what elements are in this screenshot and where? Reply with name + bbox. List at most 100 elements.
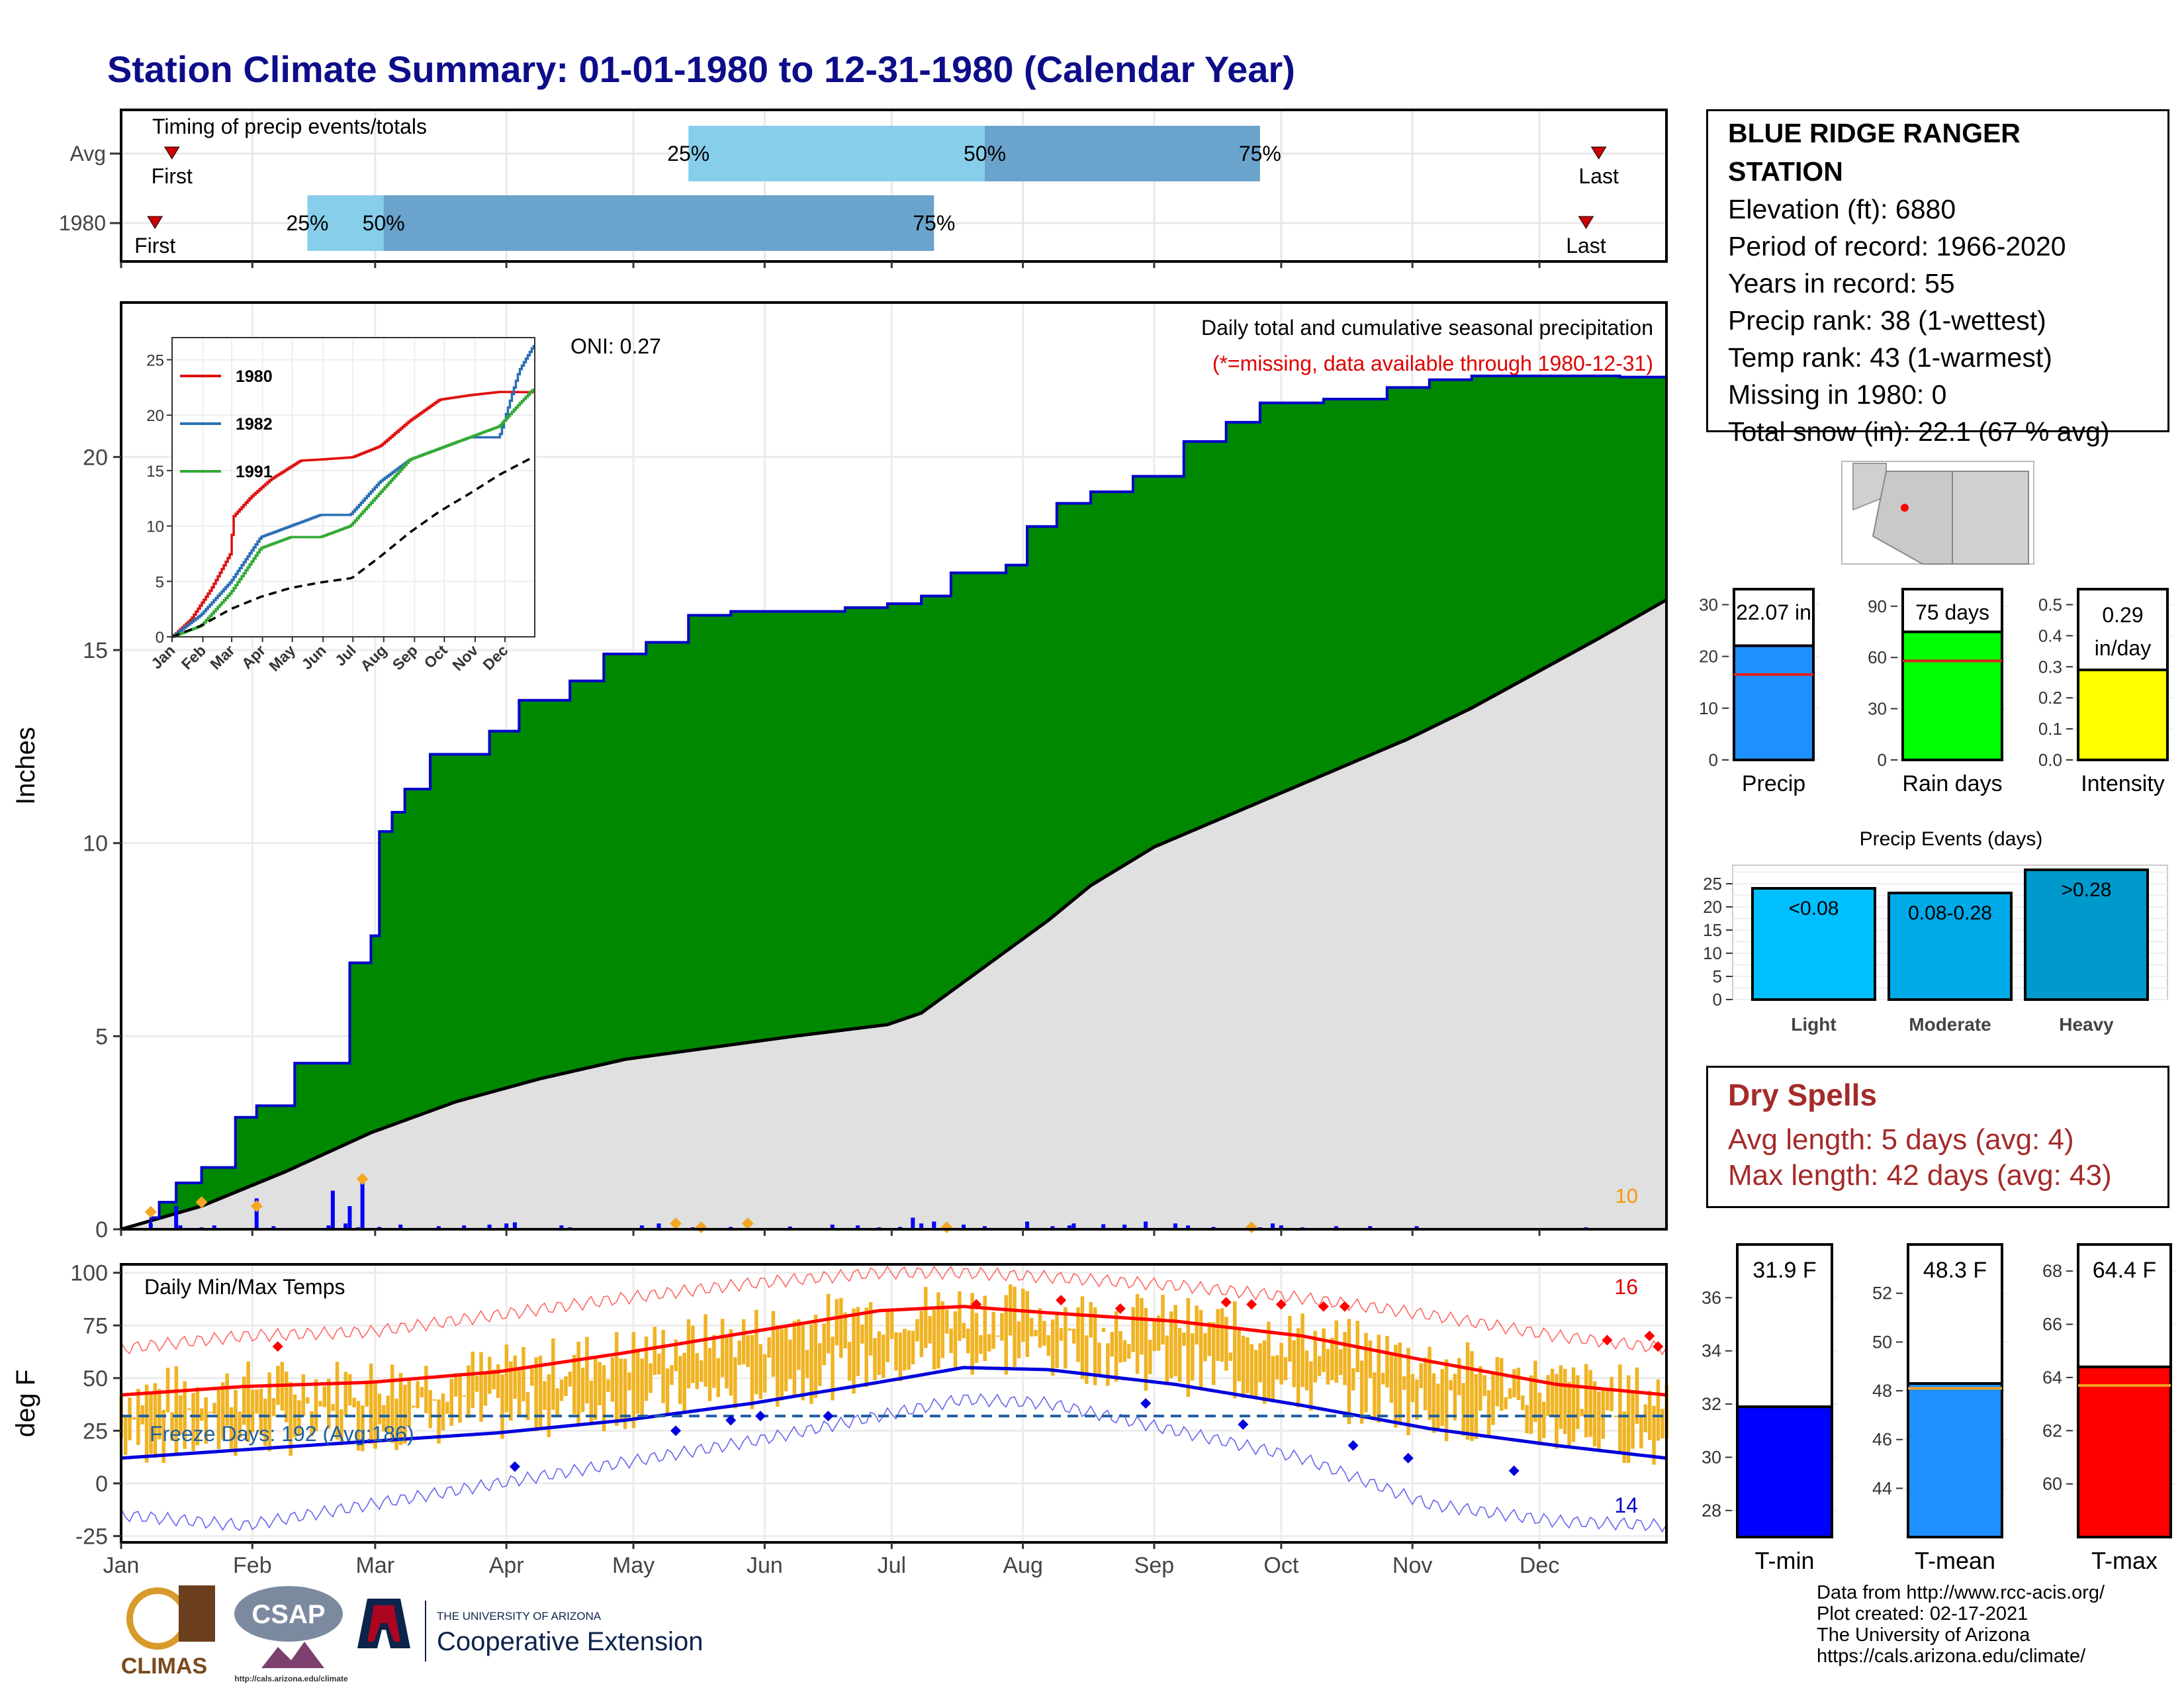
snow-day-count: 10 [1615, 1184, 1638, 1207]
daily-temp-range-bar [132, 1417, 136, 1420]
daily-temp-range-bar [453, 1373, 458, 1397]
daily-temp-range-bar [614, 1332, 619, 1426]
daily-temp-range-bar [559, 1380, 564, 1401]
daily-temp-range-bar [923, 1287, 928, 1348]
timing-row-label: Avg [69, 142, 106, 165]
daily-temp-range-bar [1182, 1332, 1186, 1346]
record-high-marker [1246, 1299, 1257, 1310]
month-tick-label: Aug [1003, 1553, 1043, 1578]
daily-temp-range-bar [1050, 1319, 1055, 1376]
daily-temp-range-bar [174, 1366, 179, 1455]
daily-temp-range-bar [1131, 1307, 1135, 1352]
daily-temp-range-bar [580, 1368, 585, 1413]
daily-temp-range-bar [864, 1307, 868, 1387]
daily-temp-range-bar [555, 1388, 559, 1417]
daily-temp-range-bar [602, 1365, 606, 1432]
daily-temp-range-bar [699, 1360, 704, 1382]
daily-temp-range-bar [1415, 1379, 1419, 1420]
daily-temp-range-bar [585, 1336, 589, 1404]
daily-temp-range-bar [462, 1395, 467, 1397]
daily-temp-range-bar [467, 1365, 471, 1419]
inset-y-tick-label: 15 [146, 463, 164, 481]
dry-spells-max: Max length: 42 days (avg: 43) [1728, 1159, 2112, 1192]
daily-temp-range-bar [780, 1329, 784, 1401]
daily-temp-range-bar [1038, 1308, 1042, 1348]
month-tick-label: Nov [1392, 1553, 1432, 1578]
daily-temp-range-bar [284, 1371, 289, 1423]
events-tick-label: 10 [1703, 943, 1722, 963]
daily-temp-range-bar [1457, 1358, 1461, 1395]
daily-temp-range-bar [538, 1356, 543, 1430]
daily-temp-range-bar [1351, 1368, 1355, 1391]
daily-precip-bar [1173, 1223, 1177, 1229]
temp-bar-tick-label: 62 [2042, 1421, 2062, 1440]
daily-temp-range-bar [1071, 1329, 1076, 1344]
temp-bar-tick-label: 64 [2042, 1368, 2062, 1387]
daily-precip-bar [512, 1222, 517, 1229]
daily-precip-bar [962, 1225, 966, 1229]
daily-temp-range-bar [1368, 1340, 1373, 1378]
daily-temp-range-bar [1232, 1301, 1237, 1399]
precip-frame [120, 301, 1668, 1231]
mini-bar-label: Rain days [1902, 771, 2002, 796]
events-bar-range: 0.08-0.28 [1908, 902, 1992, 924]
daily-precip-bar [1144, 1221, 1148, 1229]
daily-precip-bar [254, 1198, 259, 1229]
daily-temp-range-bar [1656, 1379, 1661, 1441]
daily-temp-range-bar [1555, 1374, 1559, 1449]
temp-bar-fill [1907, 1382, 2003, 1538]
record-min-line [120, 1393, 1667, 1533]
mini-bar-value-box [1733, 588, 1815, 647]
timing-band-q3 [985, 126, 1260, 181]
daily-temp-range-bar [204, 1397, 208, 1444]
daily-temp-range-bar [488, 1356, 492, 1394]
daily-temp-range-bar [1262, 1340, 1267, 1404]
daily-temp-range-bar [987, 1334, 991, 1352]
daily-temp-range-bar [1250, 1344, 1254, 1399]
daily-temp-range-bar [522, 1346, 525, 1401]
daily-temp-range-bar [725, 1334, 729, 1389]
daily-temp-range-bar [1605, 1391, 1610, 1411]
daily-temp-range-bar [1313, 1331, 1318, 1383]
daily-temp-range-bar [678, 1356, 682, 1405]
daily-precip-bar [1050, 1226, 1055, 1229]
daily-temp-range-bar [919, 1311, 924, 1358]
daily-temp-range-bar [1093, 1307, 1097, 1385]
daily-temp-range-bar [1253, 1350, 1258, 1399]
daily-temp-range-bar [1135, 1293, 1140, 1374]
daily-temp-range-bar [1156, 1315, 1161, 1351]
daily-temp-range-bar [983, 1295, 987, 1362]
map-state-new-mexico [1952, 471, 2029, 565]
daily-temp-range-bar [877, 1331, 882, 1376]
daily-temp-range-bar [471, 1351, 475, 1408]
daily-temp-range-bar [868, 1302, 873, 1356]
timing-marker [163, 146, 180, 160]
daily-temp-range-bar [416, 1381, 420, 1409]
timing-marker-label: Last [1578, 164, 1619, 188]
events-bar [1888, 892, 2013, 1001]
record-high-marker [1318, 1301, 1329, 1312]
daily-temp-range-bar [1279, 1342, 1283, 1385]
month-tick-label: Mar [356, 1553, 395, 1578]
daily-temp-range-bar [1563, 1368, 1567, 1434]
daily-precip-bar [148, 1223, 153, 1229]
daily-temp-range-bar [158, 1389, 161, 1440]
daily-temp-range-bar [801, 1323, 805, 1401]
daily-temp-range-bar [229, 1407, 234, 1449]
daily-temp-range-bar [843, 1312, 847, 1348]
mini-bar-tick-label: 0 [1709, 750, 1718, 770]
daily-temp-range-bar [665, 1368, 670, 1414]
temp-bar-tick-label: 52 [1872, 1284, 1892, 1303]
daily-temp-range-bar [343, 1372, 348, 1416]
timing-label: Timing of precip events/totals [152, 115, 427, 138]
daily-precip-bar [830, 1225, 835, 1229]
dry-spells-avg: Avg length: 5 days (avg: 4) [1728, 1123, 2074, 1156]
daily-temp-range-bar [915, 1319, 919, 1342]
record-low-marker [725, 1415, 737, 1426]
daily-temp-range-bar [445, 1401, 449, 1414]
timing-percent-label: 50% [964, 142, 1006, 165]
daily-temp-range-bar [1085, 1335, 1089, 1384]
temp-frame [120, 1263, 1668, 1544]
logos: CLIMAS CSAP http://cals.arizona.edu/climat… [121, 1585, 703, 1683]
timing-percent-label: 75% [1239, 142, 1281, 165]
